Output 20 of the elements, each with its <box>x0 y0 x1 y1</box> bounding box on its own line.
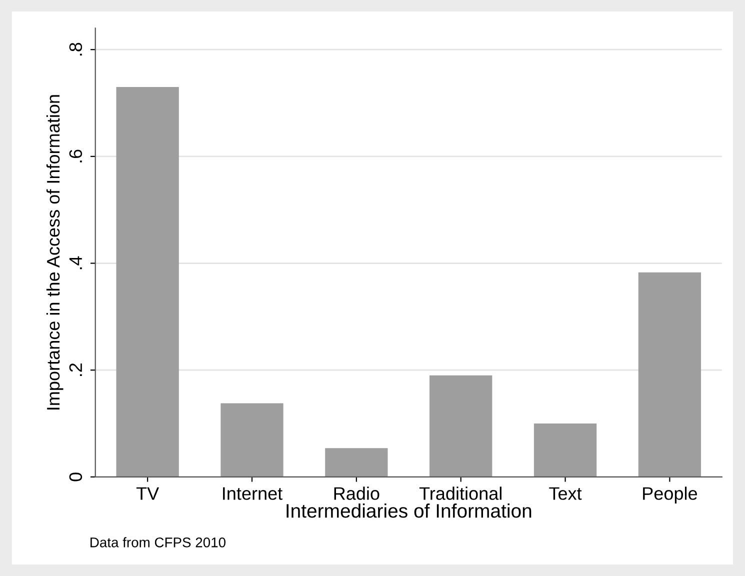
x-tick-label: Text <box>549 487 582 500</box>
bar <box>638 272 702 477</box>
text: Data from CFPS 2010 <box>90 537 226 548</box>
bar <box>534 424 597 477</box>
bar <box>325 448 388 477</box>
x-tick-label: Internet <box>223 487 282 500</box>
x-tick-label: Traditional <box>419 486 502 500</box>
y-tick-label: 0 <box>69 472 82 482</box>
y-tick-label: .4 <box>69 256 82 270</box>
x-tick-label: Radio <box>334 486 380 500</box>
bar <box>116 86 179 477</box>
x-tick-label: People <box>643 486 698 504</box>
y-tick-label: .2 <box>69 363 82 376</box>
bar <box>430 375 492 477</box>
x-tick-label: TV <box>136 487 160 500</box>
y-tick-label: .6 <box>69 150 82 162</box>
y-axis-title: Importance in the Access of Information <box>46 95 64 410</box>
bar <box>220 403 284 477</box>
y-tick-label: .8 <box>69 42 82 56</box>
x-axis-title: Intermediaries of Information <box>286 503 532 518</box>
